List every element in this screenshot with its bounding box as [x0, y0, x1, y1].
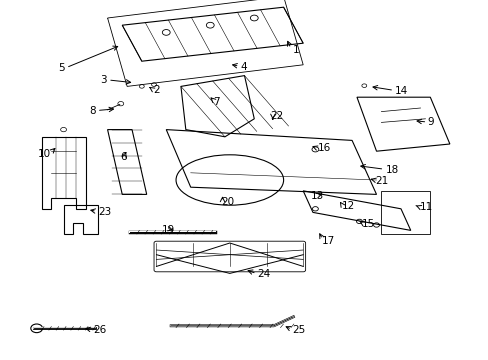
Text: 3: 3: [100, 75, 107, 85]
Text: 13: 13: [310, 191, 323, 201]
Text: 12: 12: [341, 201, 354, 211]
Text: 11: 11: [419, 202, 432, 212]
Text: 7: 7: [212, 96, 219, 107]
Text: 10: 10: [38, 149, 51, 159]
Text: 16: 16: [317, 143, 330, 153]
Text: 18: 18: [385, 165, 398, 175]
Text: 17: 17: [321, 236, 334, 246]
Text: 14: 14: [394, 86, 407, 96]
Text: 24: 24: [257, 269, 270, 279]
Text: 8: 8: [89, 105, 96, 116]
Text: 4: 4: [240, 62, 247, 72]
Text: 15: 15: [361, 219, 374, 229]
Text: 20: 20: [221, 197, 234, 207]
Text: 6: 6: [120, 152, 126, 162]
Text: 25: 25: [292, 325, 305, 335]
Text: 26: 26: [93, 325, 106, 335]
Text: 5: 5: [59, 63, 65, 73]
Text: 19: 19: [161, 225, 174, 235]
Text: 9: 9: [427, 117, 434, 127]
Text: 23: 23: [98, 207, 111, 217]
Text: 1: 1: [292, 45, 299, 55]
Text: 22: 22: [270, 111, 283, 121]
Text: 21: 21: [375, 176, 388, 186]
Text: 2: 2: [153, 85, 160, 95]
